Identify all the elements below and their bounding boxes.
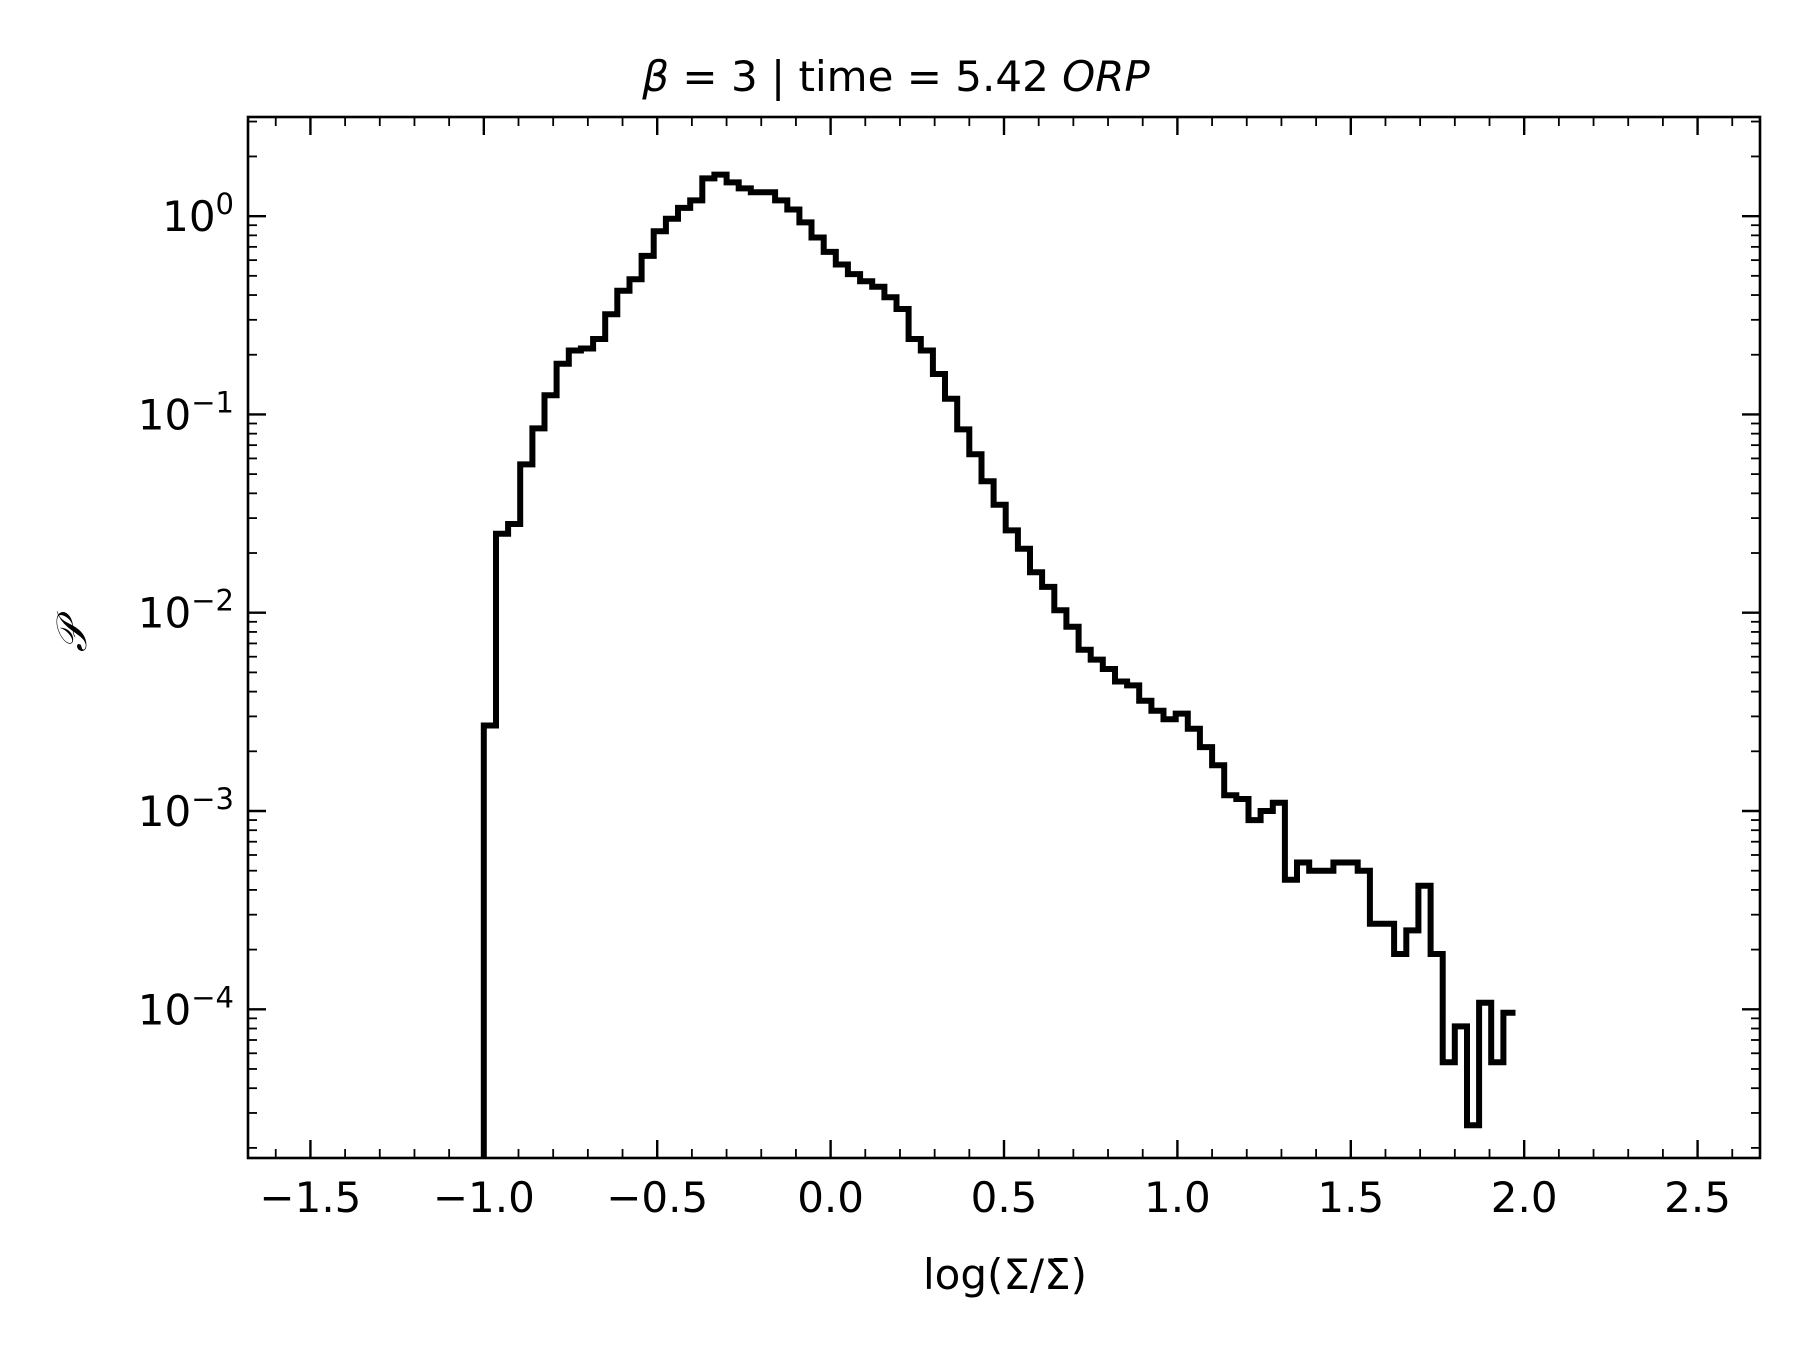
y-tick-label: 10−2: [138, 584, 234, 638]
x-tick-label: 2.0: [1491, 1173, 1558, 1222]
x-tick-label: 1.0: [1144, 1173, 1211, 1222]
y-tick-label: 10−3: [138, 782, 234, 836]
title-unit: ORP: [1062, 52, 1150, 101]
y-axis-label: 𝒫: [47, 611, 96, 652]
y-tick-label: 100: [162, 187, 234, 241]
x-tick-label: −1.5: [259, 1173, 361, 1222]
x-tick-label: 2.5: [1664, 1173, 1731, 1222]
y-tick-label: 10−4: [138, 980, 234, 1034]
axis-ticks: [248, 117, 1760, 1158]
title-beta-symbol: β: [641, 52, 669, 101]
histogram-step-line: [480, 171, 1516, 1158]
chart-title: β = 3 | time = 5.42 ORP: [641, 52, 1150, 101]
x-tick-label: −0.5: [606, 1173, 708, 1222]
plot-frame: [246, 115, 1762, 1160]
x-axis-label: log(Σ/Σ̄): [923, 1250, 1087, 1299]
y-tick-label: 10−1: [138, 385, 234, 439]
x-tick-label: 0.5: [971, 1173, 1038, 1222]
x-tick-label: 1.5: [1317, 1173, 1384, 1222]
tick-labels: −1.5 −1.0 −0.5 0.0 0.5 1.0 1.5 2.0 2.5 100 10−1 10−…: [138, 187, 1731, 1222]
x-tick-label: 0.0: [797, 1173, 864, 1222]
x-tick-label: −1.0: [433, 1173, 535, 1222]
title-body: = 3 | time = 5.42: [669, 52, 1062, 101]
